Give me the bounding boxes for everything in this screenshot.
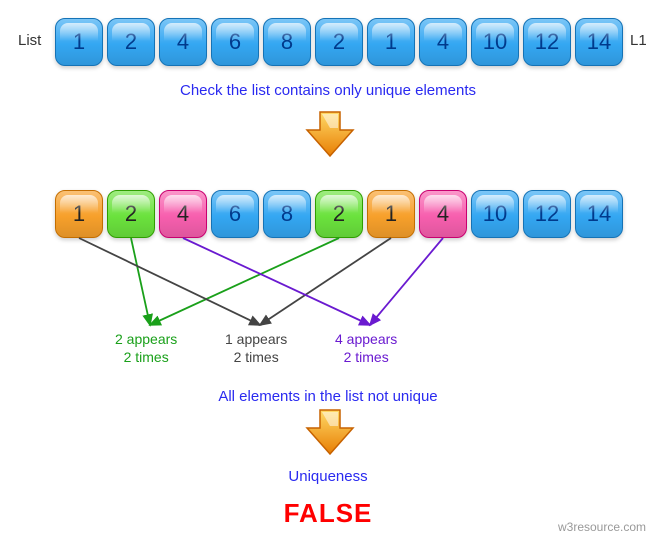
list-cell: 1	[367, 18, 415, 66]
arrow-down-2	[305, 408, 355, 456]
list-cell: 2	[107, 190, 155, 238]
list-cell: 2	[315, 190, 363, 238]
caption-uniqueness: Uniqueness	[268, 468, 388, 485]
appear-label: 4 appears2 times	[335, 330, 397, 366]
list-cell: 2	[107, 18, 155, 66]
appear-label: 1 appears2 times	[225, 330, 287, 366]
list-cell: 4	[419, 18, 467, 66]
list-cell: 10	[471, 190, 519, 238]
list-cell: 2	[315, 18, 363, 66]
list-cell: 10	[471, 18, 519, 66]
result-value: FALSE	[278, 498, 378, 529]
list-cell: 1	[55, 190, 103, 238]
arrow-down-1	[305, 110, 355, 158]
watermark: w3resource.com	[558, 520, 646, 534]
list-cell: 6	[211, 18, 259, 66]
list-cell: 12	[523, 18, 571, 66]
caption-not-unique: All elements in the list not unique	[178, 388, 478, 405]
list-cell: 1	[367, 190, 415, 238]
list-row-2: 12468214101214	[55, 190, 623, 238]
list-cell: 14	[575, 190, 623, 238]
list-row-1: 12468214101214	[55, 18, 623, 66]
list-label-left: List	[18, 32, 41, 49]
list-cell: 4	[419, 190, 467, 238]
list-cell: 12	[523, 190, 571, 238]
caption-check-unique: Check the list contains only unique elem…	[158, 82, 498, 99]
list-cell: 4	[159, 190, 207, 238]
list-cell: 14	[575, 18, 623, 66]
list-cell: 6	[211, 190, 259, 238]
list-label-right: L1	[630, 32, 647, 49]
list-cell: 8	[263, 18, 311, 66]
list-cell: 1	[55, 18, 103, 66]
list-cell: 4	[159, 18, 207, 66]
appear-label: 2 appears2 times	[115, 330, 177, 366]
list-cell: 8	[263, 190, 311, 238]
